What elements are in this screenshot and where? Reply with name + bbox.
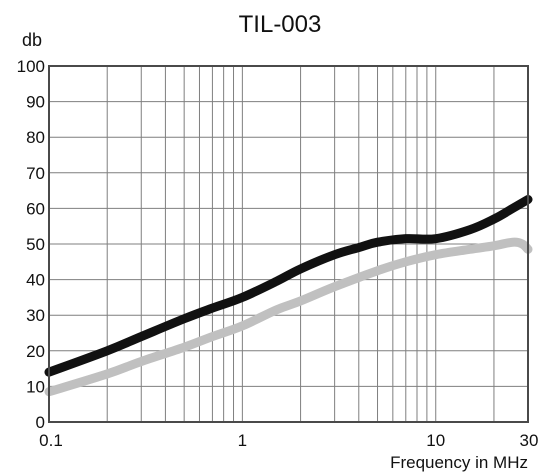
y-tick-label: 70 [26, 164, 45, 183]
y-tick-label: 40 [26, 271, 45, 290]
series-line-1 [44, 195, 533, 377]
x-axis-label: Frequency in MHz [390, 453, 528, 472]
y-tick-label: 80 [26, 128, 45, 147]
y-axis-label: db [22, 30, 42, 50]
y-tick-label: 10 [26, 377, 45, 396]
y-tick-label: 0 [36, 413, 45, 432]
x-tick-label: 30 [520, 431, 539, 450]
series-layer [44, 195, 533, 397]
x-tick-label: 0.1 [39, 431, 63, 450]
y-tick-label: 20 [26, 342, 45, 361]
chart-title: TIL-003 [239, 11, 322, 38]
plot-border [48, 65, 529, 423]
y-tick-label: 60 [26, 199, 45, 218]
plot-frame [48, 65, 529, 423]
x-tick-label: 10 [426, 431, 445, 450]
y-tick-label: 30 [26, 306, 45, 325]
y-tick-label: 90 [26, 93, 45, 112]
y-axis-ticks: 0 10 20 30 40 50 60 70 80 90 100 [17, 57, 45, 432]
series-line-2 [44, 237, 533, 397]
y-tick-label: 100 [17, 57, 45, 76]
x-axis-ticks: 0.1 1 10 30 [39, 431, 538, 450]
y-tick-label: 50 [26, 235, 45, 254]
x-tick-label: 1 [238, 431, 247, 450]
